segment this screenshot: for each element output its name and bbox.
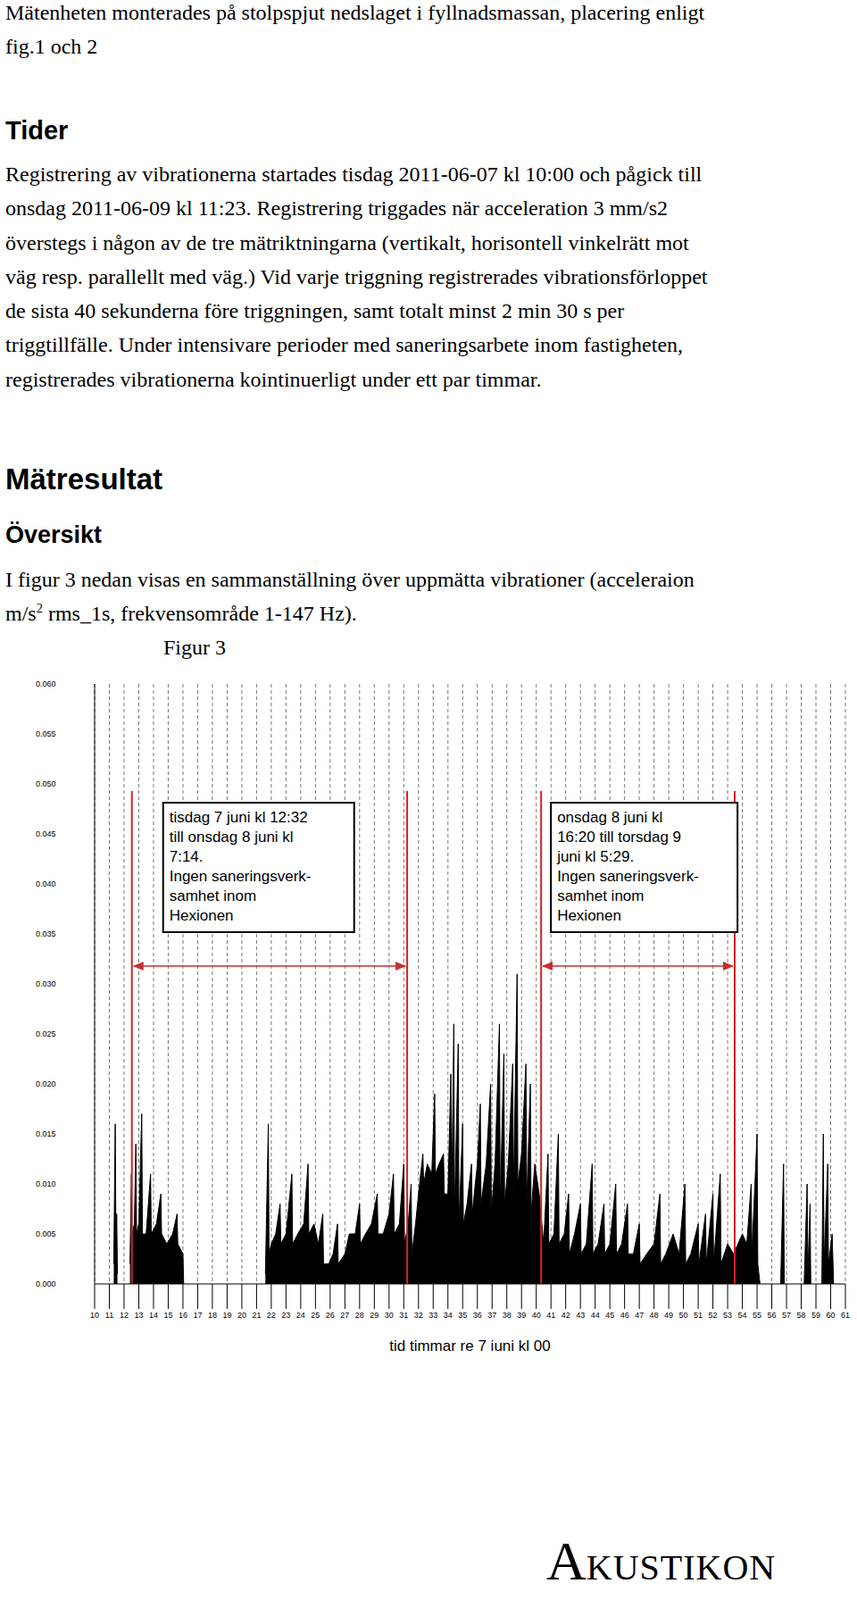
- svg-text:38: 38: [502, 1310, 512, 1320]
- svg-text:15: 15: [163, 1310, 173, 1320]
- svg-text:16: 16: [178, 1310, 188, 1320]
- svg-text:29: 29: [369, 1310, 379, 1320]
- svg-text:55: 55: [752, 1310, 762, 1320]
- html-text:väg resp. parallellt med väg.): väg resp. parallellt med väg.) Vid varje…: [5, 265, 708, 289]
- svg-text:0.060: 0.060: [35, 679, 57, 689]
- svg-text:11: 11: [105, 1310, 114, 1320]
- html-text:Översikt: Översikt: [5, 521, 102, 549]
- svg-text:36: 36: [473, 1310, 483, 1320]
- html-text:triggtillfälle. Under intensiv: triggtillfälle. Under intensivare period…: [5, 333, 684, 357]
- svg-text:0.055: 0.055: [35, 729, 57, 739]
- svg-text:34: 34: [443, 1310, 453, 1320]
- svg-text:0.010: 0.010: [35, 1179, 57, 1189]
- svg-text:14: 14: [149, 1310, 159, 1320]
- svg-text:53: 53: [723, 1310, 733, 1320]
- svg-text:60: 60: [826, 1310, 836, 1320]
- svg-text:40: 40: [532, 1310, 541, 1320]
- svg-text:30: 30: [384, 1310, 394, 1320]
- svg-text:23: 23: [281, 1310, 291, 1320]
- svg-text:56: 56: [767, 1310, 777, 1320]
- svg-text:49: 49: [664, 1310, 674, 1320]
- svg-text:41: 41: [546, 1310, 556, 1320]
- svg-text:28: 28: [355, 1310, 365, 1320]
- svg-text:0.015: 0.015: [35, 1129, 57, 1139]
- svg-text:0.020: 0.020: [35, 1079, 57, 1089]
- svg-text:52: 52: [708, 1310, 718, 1320]
- svg-text:26: 26: [325, 1310, 335, 1320]
- svg-text:0.025: 0.025: [35, 1029, 57, 1039]
- svg-text:onsdag 8 juni kl16:20 till tor: onsdag 8 juni kl16:20 till torsdag 9juni…: [556, 808, 699, 924]
- svg-text:27: 27: [340, 1310, 350, 1320]
- svg-text:42: 42: [561, 1310, 571, 1320]
- svg-text:0.040: 0.040: [35, 879, 57, 889]
- svg-text:59: 59: [811, 1310, 821, 1320]
- svg-text:51: 51: [693, 1310, 703, 1320]
- svg-text:47: 47: [634, 1310, 644, 1320]
- svg-text:22: 22: [266, 1310, 276, 1320]
- svg-text:43: 43: [575, 1310, 585, 1320]
- html-text:Tider: Tider: [5, 116, 69, 145]
- svg-text:19: 19: [222, 1310, 232, 1320]
- svg-text:0.050: 0.050: [35, 779, 57, 789]
- svg-text:tisdag 7 juni kl 12:32till ons: tisdag 7 juni kl 12:32till onsdag 8 juni…: [169, 808, 312, 924]
- svg-text:tid timmar re 7 juni kl 00: tid timmar re 7 juni kl 00: [389, 1337, 550, 1351]
- svg-text:0.030: 0.030: [35, 979, 57, 989]
- svg-text:31: 31: [399, 1310, 408, 1320]
- svg-text:33: 33: [428, 1310, 438, 1320]
- html-text:AKUSTIKON: AKUSTIKON: [546, 1530, 776, 1591]
- svg-text:50: 50: [679, 1310, 689, 1320]
- svg-text:45: 45: [605, 1310, 615, 1320]
- svg-text:0.035: 0.035: [35, 929, 57, 939]
- svg-text:0.000: 0.000: [35, 1279, 57, 1289]
- svg-text:0.045: 0.045: [35, 829, 57, 839]
- html-text:registrerades vibrationerna ko: registrerades vibrationerna kointinuerli…: [5, 367, 542, 391]
- svg-text:32: 32: [414, 1310, 424, 1320]
- svg-text:12: 12: [119, 1310, 129, 1320]
- html-text:fig.1 och 2: fig.1 och 2: [5, 35, 98, 59]
- html-text:Mätresultat: Mätresultat: [5, 462, 163, 496]
- svg-text:46: 46: [620, 1310, 630, 1320]
- svg-text:37: 37: [487, 1310, 497, 1320]
- svg-text:20: 20: [237, 1310, 247, 1320]
- html-text:m/s2rms_1s, frekvensområde 1-1: m/s2rms_1s, frekvensområde 1-147 Hz).: [5, 601, 357, 626]
- html-text:Mätenheten monterades på stolp: Mätenheten monterades på stolpspjut neds…: [5, 0, 705, 25]
- svg-text:25: 25: [310, 1310, 320, 1320]
- svg-text:17: 17: [192, 1310, 202, 1320]
- svg-text:48: 48: [649, 1310, 659, 1320]
- svg-text:0.005: 0.005: [35, 1229, 57, 1239]
- svg-text:18: 18: [208, 1310, 217, 1320]
- html-text:de sista 40 sekunderna före tr: de sista 40 sekunderna före triggningen,…: [5, 299, 625, 323]
- html-text:onsdag 2011-06-09 kl 11:23. Re: onsdag 2011-06-09 kl 11:23. Registrering…: [5, 196, 668, 220]
- svg-text:54: 54: [738, 1310, 748, 1320]
- svg-text:10: 10: [90, 1310, 100, 1320]
- svg-text:35: 35: [457, 1310, 467, 1320]
- html-text:överstegs i någon av de tre mä: överstegs i någon av de tre mätriktninga…: [5, 230, 689, 255]
- svg-text:44: 44: [590, 1310, 600, 1320]
- svg-text:21: 21: [251, 1310, 261, 1320]
- html-text:Registrering av vibrationerna: Registrering av vibrationerna startades …: [5, 162, 702, 186]
- html-text:Figur 3: Figur 3: [163, 635, 226, 659]
- svg-text:61: 61: [840, 1310, 850, 1320]
- svg-text:13: 13: [133, 1310, 143, 1320]
- svg-text:57: 57: [782, 1310, 791, 1320]
- html-text:I figur 3 nedan visas en samma: I figur 3 nedan visas en sammanställning…: [5, 567, 695, 591]
- svg-text:39: 39: [516, 1310, 526, 1320]
- svg-text:24: 24: [296, 1310, 306, 1320]
- svg-text:58: 58: [797, 1310, 807, 1320]
